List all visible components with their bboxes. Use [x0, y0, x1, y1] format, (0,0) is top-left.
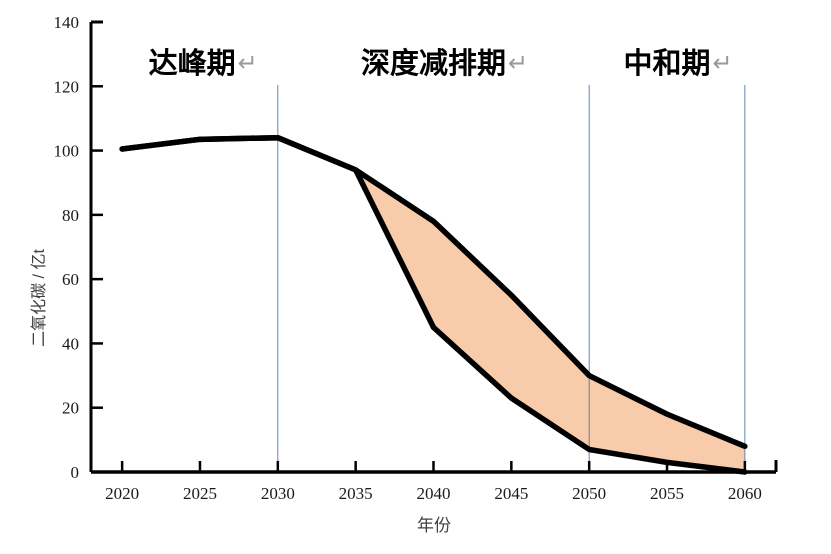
x-axis-tick-label: 2055	[650, 484, 684, 503]
x-axis-title: 年份	[417, 516, 451, 535]
x-axis-tick-label: 2020	[105, 484, 139, 503]
x-axis-tick-label: 2060	[728, 484, 762, 503]
y-axis-title: 二氧化碳 / 亿t	[30, 249, 48, 347]
y-axis-tick-label: 60	[62, 270, 79, 289]
y-axis-tick-label: 80	[62, 206, 79, 225]
phase-deep-reduction-return-mark: ↵	[508, 50, 528, 77]
y-axis-tick-label: 100	[54, 142, 80, 161]
y-axis-tick-label: 20	[62, 399, 79, 418]
x-axis-tick-label: 2025	[183, 484, 217, 503]
phase-peak-return-mark: ↵	[238, 50, 258, 77]
x-axis-tick-label: 2050	[572, 484, 606, 503]
lower-bound-curve	[119, 134, 748, 475]
phase-peak: 达峰期 ↵	[149, 47, 258, 80]
phase-annotation-group: 达峰期 ↵ 深度减排期 ↵ 中和期 ↵	[149, 47, 733, 80]
x-axis-label-group: 2020 2025 2030 2035 2040 2045 2050 2055 2060	[105, 484, 762, 503]
phase-neutrality-label: 中和期	[624, 47, 711, 80]
phase-deep-reduction-label: 深度减排期	[361, 47, 506, 80]
x-axis-tick-label: 2040	[417, 484, 451, 503]
phase-neutrality: 中和期 ↵	[624, 47, 733, 80]
phase-divider-group	[277, 85, 746, 472]
y-axis-tick-label: 0	[71, 463, 80, 482]
x-axis-tick-label: 2045	[494, 484, 528, 503]
phase-peak-label: 达峰期	[149, 47, 236, 80]
x-axis-tick-label: 2030	[261, 484, 295, 503]
y-axis-tick-label: 140	[54, 13, 80, 32]
phase-neutrality-return-mark: ↵	[712, 50, 732, 77]
y-axis-tick-label: 40	[62, 334, 79, 353]
emission-range-band	[355, 169, 745, 473]
phase-deep-reduction: 深度减排期 ↵	[361, 47, 528, 80]
x-axis-tick-label: 2035	[339, 484, 373, 503]
y-axis-label-group: 0 20 40 60 80 100 120 140	[54, 13, 80, 482]
y-axis-tick-label: 120	[54, 77, 80, 96]
